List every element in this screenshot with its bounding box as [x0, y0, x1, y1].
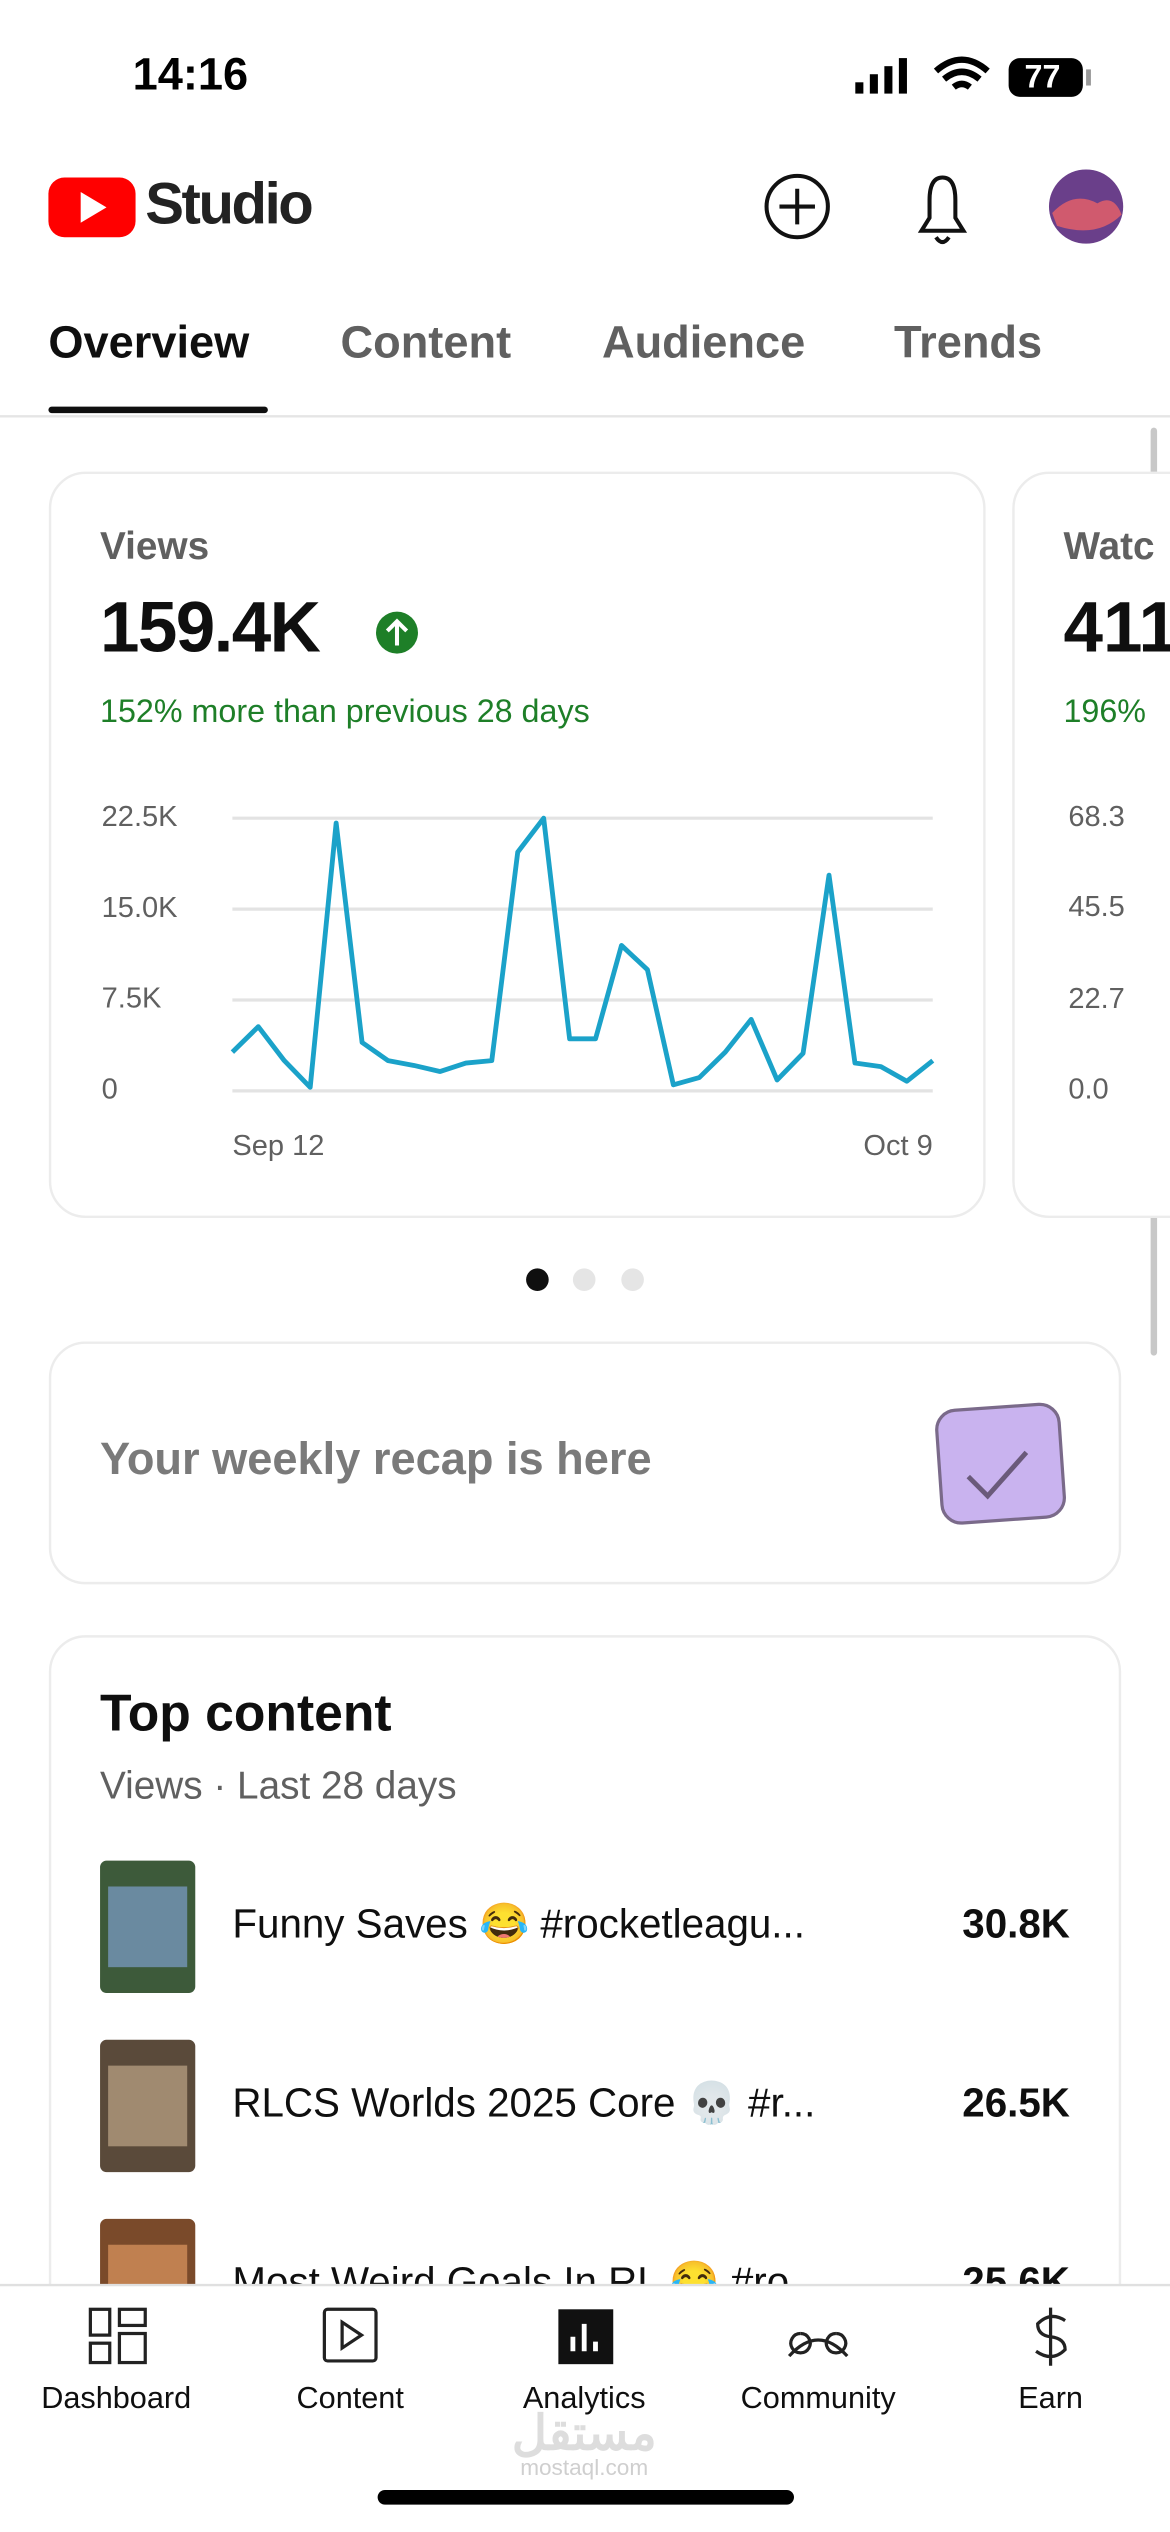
- create-button[interactable]: [764, 173, 830, 240]
- battery-cap: [1086, 69, 1091, 86]
- item-title[interactable]: RLCS Worlds 2025 Core 💀 #r...: [232, 2080, 815, 2126]
- tab[interactable]: Trends: [894, 316, 1042, 367]
- notifications-button[interactable]: [917, 175, 968, 245]
- item-views: 26.5K: [962, 2080, 1070, 2126]
- y-tick-label: 15.0K: [102, 892, 179, 924]
- item-title[interactable]: Funny Saves 😂 #rocketleagu...: [232, 1900, 805, 1946]
- home-indicator: [377, 2490, 794, 2505]
- item-views: 30.8K: [962, 1900, 1070, 1946]
- up-arrow: [385, 618, 409, 646]
- recap-text: Your weekly recap is here: [100, 1433, 652, 1484]
- battery-level: 77: [1025, 59, 1061, 95]
- card-change: 152% more than previous 28 days: [100, 693, 590, 729]
- signal: [855, 58, 907, 94]
- logo-play: [80, 192, 107, 223]
- y-tick-label: 45.5: [1068, 891, 1125, 923]
- nav-label[interactable]: Earn: [1018, 2381, 1083, 2415]
- recap-check: [966, 1450, 1029, 1500]
- section-subtitle: Views · Last 28 days: [100, 1764, 457, 1807]
- page-dot[interactable]: [526, 1268, 549, 1292]
- nav-icons: [88, 2307, 1067, 2366]
- thumbnail-art: [108, 1886, 188, 1968]
- app-title: Studio: [145, 172, 312, 237]
- time: 14:16: [133, 48, 249, 99]
- nav-label[interactable]: Dashboard: [41, 2381, 191, 2415]
- thumbnail-art: [108, 2065, 188, 2147]
- section-title: Top content: [100, 1684, 392, 1742]
- views-card[interactable]: [48, 471, 986, 1218]
- nav-label[interactable]: Content: [297, 2381, 405, 2415]
- y-tick-label: 68.3: [1068, 801, 1125, 833]
- battery: [1008, 58, 1083, 97]
- watch-card[interactable]: [1012, 471, 1170, 1218]
- views-line: [230, 815, 935, 1090]
- tab[interactable]: Audience: [602, 316, 805, 367]
- wifi: [933, 56, 990, 90]
- nav-label[interactable]: Analytics: [523, 2381, 646, 2415]
- y-tick-label: 22.7: [1068, 983, 1125, 1015]
- card-total: 159.4K: [100, 588, 321, 667]
- x-tick-label: Sep 12: [232, 1130, 324, 1162]
- card-total: 411: [1063, 588, 1170, 667]
- y-tick-label: 0.0: [1068, 1074, 1108, 1106]
- create-icon: [779, 188, 815, 225]
- page-dot[interactable]: [621, 1268, 644, 1292]
- tab[interactable]: Content: [341, 316, 512, 367]
- y-tick-label: 0: [102, 1074, 118, 1106]
- recap-icon: [935, 1402, 1066, 1525]
- avatar-art: [1052, 198, 1122, 231]
- tab-indicator: [48, 406, 268, 414]
- nav-label[interactable]: Community: [741, 2381, 897, 2415]
- x-tick-label: Oct 9: [863, 1130, 932, 1162]
- card-label: Views: [100, 525, 209, 568]
- tab[interactable]: Overview: [48, 316, 250, 367]
- card-label: Watc: [1063, 525, 1154, 568]
- y-tick-label: 7.5K: [102, 983, 162, 1015]
- card-change: 196%: [1063, 693, 1146, 729]
- watermark: مستقل: [512, 2407, 657, 2461]
- nav-icon-bars: [570, 2323, 598, 2352]
- recap-card[interactable]: [48, 1341, 1122, 1585]
- watermark: mostaql.com: [520, 2455, 648, 2480]
- page-dot[interactable]: [572, 1268, 596, 1292]
- y-tick-label: 22.5K: [102, 801, 179, 833]
